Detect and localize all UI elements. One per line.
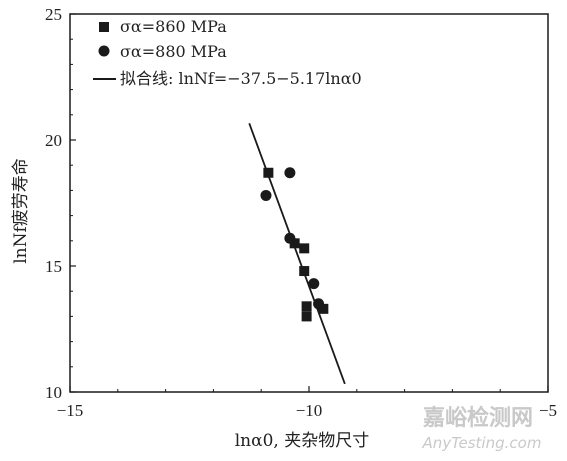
y-tick-label: 25 [45,5,62,24]
legend-marker-circle [98,45,110,57]
legend-label-fit: 拟合线: lnNf=−37.5−5.17lnα0 [120,69,362,88]
x-tick-label: −10 [296,401,323,420]
x-tick-label: −5 [539,401,557,420]
data-point-square [299,243,310,254]
fit-line [248,122,346,385]
data-point-circle [313,298,325,310]
data-point-square [301,301,312,312]
legend-marker-square [99,22,109,32]
plot-area [248,122,346,385]
data-point-square [318,303,329,314]
data-point-square [299,266,310,277]
legend-label-860: σα=860 MPa [120,17,227,36]
data-point-circle [284,167,296,179]
data-point-square [289,238,300,249]
axes: −15 −10 −5 10 15 20 25 [45,5,557,420]
legend-label-880: σα=880 MPa [120,42,227,61]
y-tick-label: 10 [45,383,62,402]
data-point-square [301,311,312,322]
watermark-text: 嘉峪检测网 [423,405,533,431]
y-tick-label: 20 [45,131,62,150]
data-point-circle [308,278,320,290]
data-point-circle [284,232,296,244]
data-point-circle [260,189,272,201]
data-point-square [263,167,274,178]
watermark-subtext: AnyTesting.com [422,434,542,452]
x-axis-title: lnα0, 夹杂物尺寸 [235,431,370,451]
y-axis-title: lnNf疲劳寿命 [11,158,31,264]
y-tick-label: 15 [45,257,62,276]
x-tick-label: −15 [57,401,84,420]
legend: σα=860 MPa σα=880 MPa 拟合线: lnNf=−37.5−5.17… [93,17,362,88]
